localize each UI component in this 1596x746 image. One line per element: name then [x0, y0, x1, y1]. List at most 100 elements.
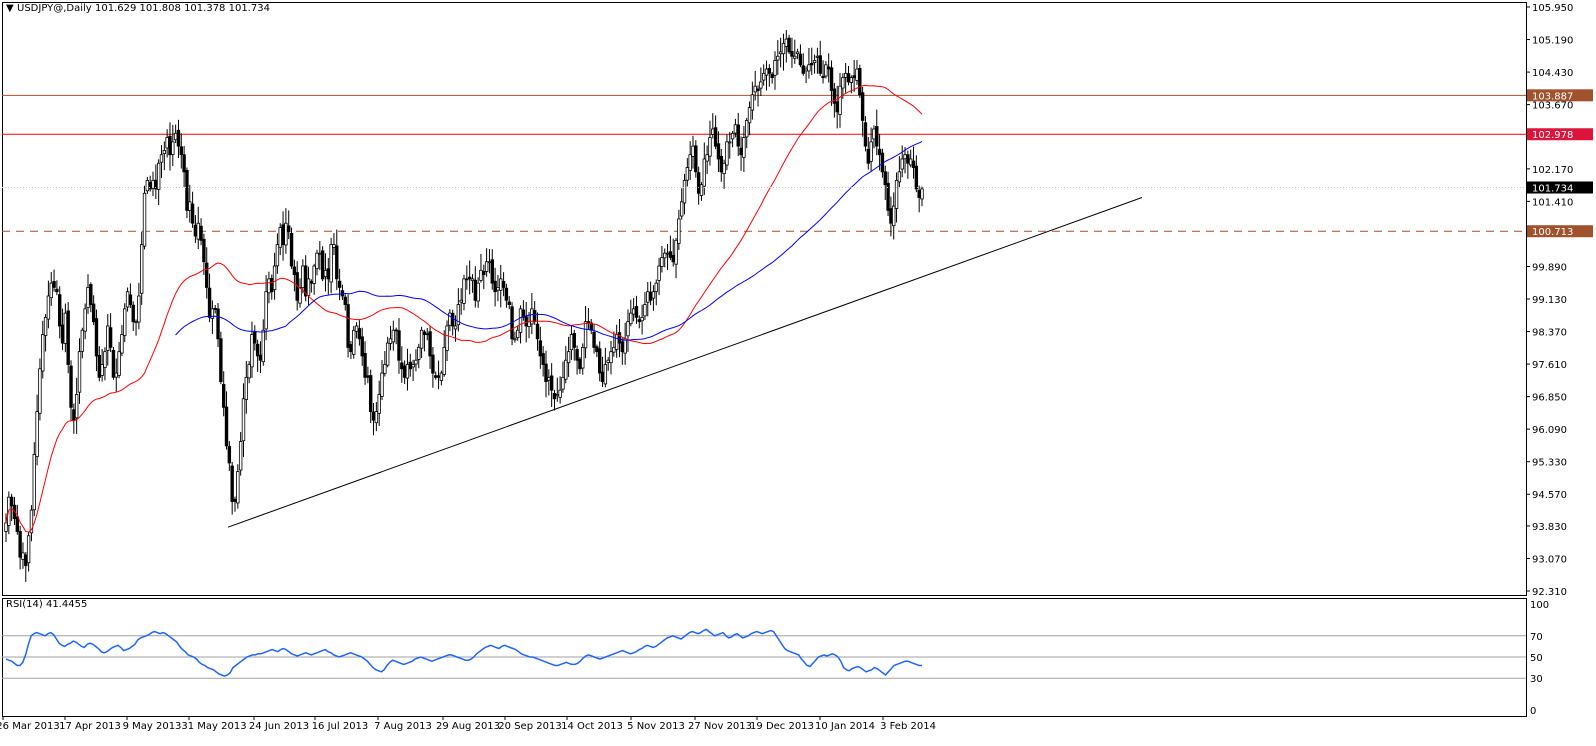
- candle-body: [750, 94, 755, 111]
- price-tag-bg: [1527, 128, 1593, 141]
- candle-body: [827, 66, 831, 70]
- candle-body: [456, 304, 461, 326]
- candle: [193, 215, 198, 243]
- candle: [696, 166, 701, 205]
- candle: [15, 504, 20, 535]
- price-tick-label: 92.310: [1532, 587, 1567, 598]
- candle-body: [646, 291, 650, 303]
- candle-body: [648, 291, 653, 301]
- candle: [60, 308, 65, 351]
- rsi-tick-label: 0: [1530, 706, 1536, 717]
- candle-body: [753, 85, 757, 93]
- candle-body: [544, 363, 548, 383]
- candle: [770, 71, 774, 84]
- candle-body: [24, 554, 28, 567]
- candle-body: [917, 190, 921, 198]
- candle: [787, 34, 791, 55]
- candle-body: [479, 269, 483, 281]
- candle-body: [417, 346, 421, 360]
- candle-body: [623, 338, 627, 354]
- candle: [32, 442, 36, 517]
- candle-body: [725, 141, 729, 166]
- candle: [168, 122, 172, 171]
- candle: [654, 279, 658, 306]
- x-tick-label: 29 Aug 2013: [436, 721, 500, 732]
- candle: [354, 322, 359, 339]
- price-tag-bg: [1527, 181, 1593, 194]
- candle: [86, 274, 90, 314]
- candle: [561, 361, 565, 393]
- candle: [914, 155, 919, 193]
- candle-body: [920, 188, 924, 200]
- price-tag-label: 102.978: [1532, 130, 1573, 141]
- candle-body: [719, 155, 723, 173]
- candle: [360, 327, 364, 366]
- candle: [479, 253, 483, 283]
- candle: [72, 403, 76, 434]
- candle: [417, 343, 421, 369]
- symbol-dropdown-icon[interactable]: ▼: [6, 3, 14, 14]
- candle: [83, 303, 87, 340]
- candle: [869, 127, 873, 172]
- candle: [233, 496, 237, 512]
- candle: [776, 40, 780, 75]
- price-tag-bg: [1527, 89, 1593, 102]
- candle-body: [499, 278, 503, 291]
- candle: [171, 124, 175, 167]
- candle-body: [476, 282, 480, 302]
- candle: [202, 233, 206, 275]
- x-tick-label: 5 Nov 2013: [627, 721, 685, 732]
- candle: [812, 54, 817, 74]
- candle: [21, 542, 25, 569]
- candle-body: [216, 308, 220, 340]
- candle-body: [609, 351, 613, 364]
- candle: [284, 208, 288, 254]
- candle: [264, 275, 268, 341]
- candle-body: [716, 143, 721, 160]
- candle-body: [171, 141, 175, 155]
- candle-body: [566, 351, 571, 364]
- candle-body: [267, 278, 271, 294]
- candle-body: [869, 141, 873, 162]
- candle: [419, 326, 424, 359]
- symbol-label: USDJPY@,Daily: [17, 3, 92, 14]
- candle-body: [312, 265, 316, 284]
- candle-body: [236, 471, 240, 504]
- price-tick-label: 101.410: [1532, 197, 1573, 208]
- ma-red-line: [5, 84, 923, 533]
- candle-body: [72, 409, 76, 421]
- candle: [77, 338, 82, 404]
- candle-body: [612, 346, 616, 353]
- candle-body: [156, 162, 161, 190]
- candle-body: [521, 309, 526, 318]
- candle-body: [281, 224, 285, 246]
- candle-body: [43, 317, 48, 336]
- candle-body: [182, 154, 186, 173]
- candle-body: [77, 351, 82, 393]
- candle-body: [892, 205, 896, 227]
- candle-body: [309, 281, 314, 284]
- candle: [145, 177, 150, 194]
- candle-body: [863, 122, 868, 147]
- candle: [572, 329, 576, 361]
- candle: [745, 117, 749, 149]
- candle-body: [671, 254, 675, 263]
- candle: [578, 356, 582, 374]
- candle-body: [795, 51, 800, 55]
- candle: [501, 272, 506, 297]
- candle-body: [804, 68, 808, 72]
- candle-body: [275, 244, 280, 267]
- candle-body: [120, 334, 124, 354]
- candle: [213, 304, 217, 314]
- candle: [699, 182, 704, 201]
- candle: [9, 493, 14, 522]
- candle-body: [250, 334, 254, 368]
- ma-blue-line: [175, 141, 923, 341]
- candle: [620, 338, 625, 365]
- candle: [131, 301, 135, 331]
- candle: [100, 348, 104, 382]
- candle: [657, 257, 661, 295]
- candle: [671, 238, 675, 267]
- candle-body: [247, 364, 251, 379]
- price-tag-label: 100.713: [1532, 227, 1573, 238]
